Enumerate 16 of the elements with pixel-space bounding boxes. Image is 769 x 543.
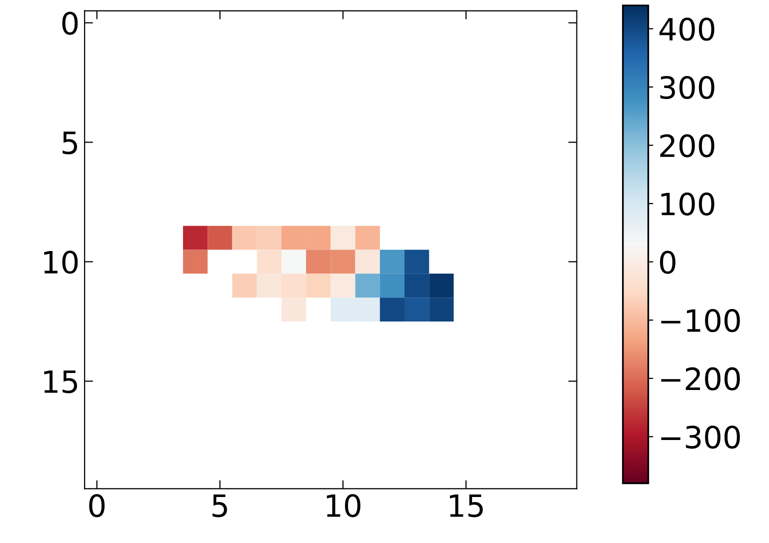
color-bar-label: −100 [661,309,740,332]
color-bar-label: −300 [661,426,740,449]
y-tick-label: 10 [44,250,78,274]
color-bar-label: −200 [661,367,740,390]
color-bar-label: 200 [660,134,714,158]
y-tick-label: 15 [44,370,78,394]
color-bar-label: 100 [661,192,714,216]
y-tick-label: 0 [62,12,78,35]
color-bar-label: 300 [660,76,714,100]
x-tick-label: 0 [89,494,105,518]
color-bar-label: 0 [660,250,676,274]
x-tick-label: 5 [212,494,227,518]
x-tick-label: 15 [450,494,483,518]
color-bar-label: 400 [659,18,714,41]
x-tick-label: 10 [326,494,360,518]
y-tick-label: 5 [62,132,78,154]
